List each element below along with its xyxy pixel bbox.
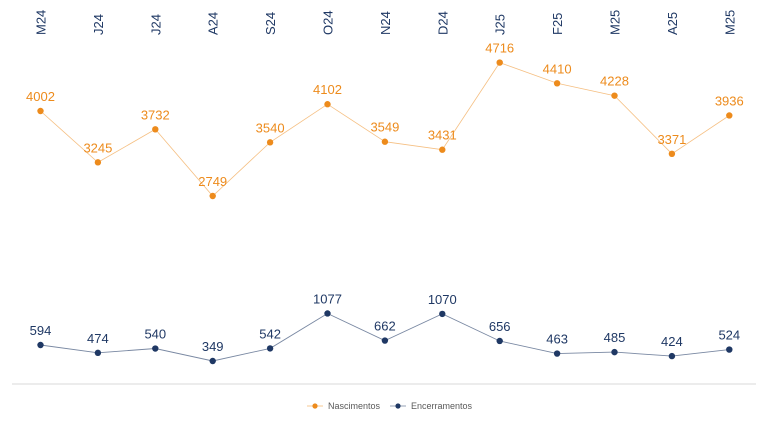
legend-label: Encerramentos [411, 401, 473, 411]
category-label: N24 [378, 11, 393, 35]
category-label: M25 [608, 10, 623, 35]
data-label: 542 [259, 326, 281, 341]
data-point [553, 350, 561, 357]
data-label: 349 [202, 339, 224, 354]
data-point [726, 112, 733, 119]
data-label: 463 [546, 332, 568, 347]
data-point [668, 150, 676, 158]
data-label: 3371 [657, 132, 686, 147]
category-label: S24 [263, 12, 278, 35]
series-layer: 4002 3245 3732 2749 3540 4102 3549 3431 4716 4410… [26, 41, 744, 365]
category-label: J24 [148, 14, 163, 35]
data-label: 474 [87, 331, 109, 346]
data-label: 4716 [485, 41, 514, 56]
data-point [94, 159, 102, 166]
data-label: 2749 [198, 174, 227, 189]
data-point [611, 348, 618, 356]
category-label: M24 [34, 10, 49, 35]
data-point [324, 310, 331, 317]
data-point [381, 337, 389, 344]
category-label: A24 [206, 12, 221, 35]
legend: Nascimentos Encerramentos [307, 401, 473, 411]
category-label: J24 [91, 14, 106, 35]
data-label: 3540 [256, 120, 285, 135]
legend-item: Nascimentos [307, 401, 381, 411]
category-labels: M24 J24 J24 A24 S24 O24 N24 D24 J25 F25 M25 A25 M25 [34, 10, 738, 35]
data-label: 485 [604, 330, 626, 345]
data-point [152, 126, 159, 133]
data-label: 594 [30, 323, 52, 338]
data-point [611, 92, 618, 99]
data-label: 4102 [313, 82, 342, 97]
data-point [439, 146, 446, 153]
data-label: 524 [718, 328, 740, 343]
data-label: 424 [661, 334, 683, 349]
data-label: 540 [144, 327, 166, 342]
data-point [726, 346, 733, 353]
legend-marker [395, 403, 401, 409]
series-group: 594 474 540 349 542 1077 662 1070 656 463 485 424 52… [30, 291, 740, 365]
data-point [668, 352, 676, 360]
data-point [94, 349, 102, 357]
data-point [266, 139, 274, 146]
data-label: 662 [374, 319, 396, 334]
data-label: 656 [489, 319, 511, 334]
category-label: F25 [550, 13, 565, 35]
legend-item: Encerramentos [390, 401, 473, 411]
data-point [381, 138, 389, 145]
legend-marker [312, 403, 318, 409]
data-point [324, 101, 331, 108]
data-label: 1077 [313, 291, 342, 306]
data-label: 4410 [543, 61, 572, 76]
data-label: 4228 [600, 74, 629, 89]
category-label: D24 [435, 11, 450, 35]
data-label: 3732 [141, 107, 170, 122]
series-group: 4002 3245 3732 2749 3540 4102 3549 3431 4716 4410… [26, 41, 744, 200]
data-label: 3549 [370, 120, 399, 135]
data-point [209, 357, 216, 365]
data-point [37, 341, 44, 349]
data-point [152, 345, 159, 352]
data-point [553, 80, 561, 87]
data-label: 3936 [715, 93, 744, 108]
category-label: O24 [321, 10, 336, 35]
data-label: 3245 [83, 140, 112, 155]
data-label: 3431 [428, 128, 457, 143]
category-label: A25 [665, 12, 680, 35]
data-point [496, 59, 503, 66]
category-label: J25 [493, 14, 508, 35]
data-point [209, 192, 216, 200]
data-label: 1070 [428, 292, 457, 307]
legend-label: Nascimentos [328, 401, 381, 411]
data-point [266, 345, 274, 352]
data-label: 4002 [26, 89, 55, 104]
data-point [496, 337, 503, 345]
category-label: M25 [722, 10, 737, 35]
data-point [37, 107, 44, 115]
data-point [439, 310, 446, 318]
